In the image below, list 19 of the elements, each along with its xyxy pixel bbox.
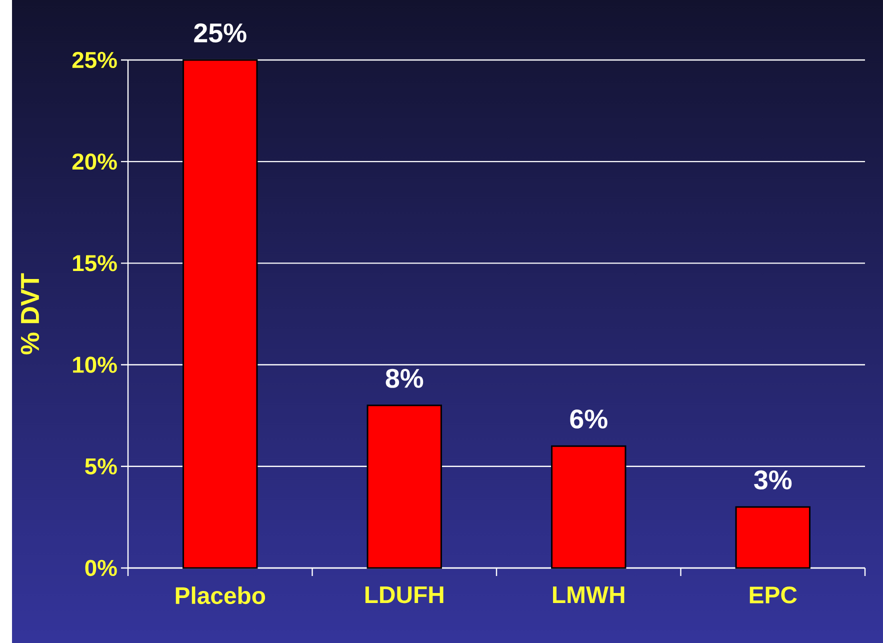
bar bbox=[182, 59, 258, 569]
x-tick-label: LMWH bbox=[553, 586, 624, 603]
y-axis-title: % DVT bbox=[20, 273, 40, 354]
data-label: 8% bbox=[386, 368, 424, 388]
x-tick-label: Placebo bbox=[176, 586, 266, 604]
y-tick-label: 20% bbox=[72, 153, 117, 170]
bar bbox=[551, 445, 626, 569]
y-tick-label: 0% bbox=[85, 560, 117, 576]
data-label: 3% bbox=[754, 470, 792, 490]
data-label: 6% bbox=[570, 410, 608, 429]
y-tick-label: 5% bbox=[85, 458, 117, 474]
x-tick-label: EPC bbox=[750, 586, 797, 604]
bar bbox=[366, 404, 442, 569]
y-tick-label: 10% bbox=[73, 356, 117, 373]
data-label: 25% bbox=[194, 23, 246, 42]
y-tick-label: 25% bbox=[72, 52, 117, 68]
y-tick-label: 15% bbox=[73, 255, 117, 272]
x-tick-label: LDUFH bbox=[365, 586, 444, 604]
bar bbox=[735, 506, 810, 569]
